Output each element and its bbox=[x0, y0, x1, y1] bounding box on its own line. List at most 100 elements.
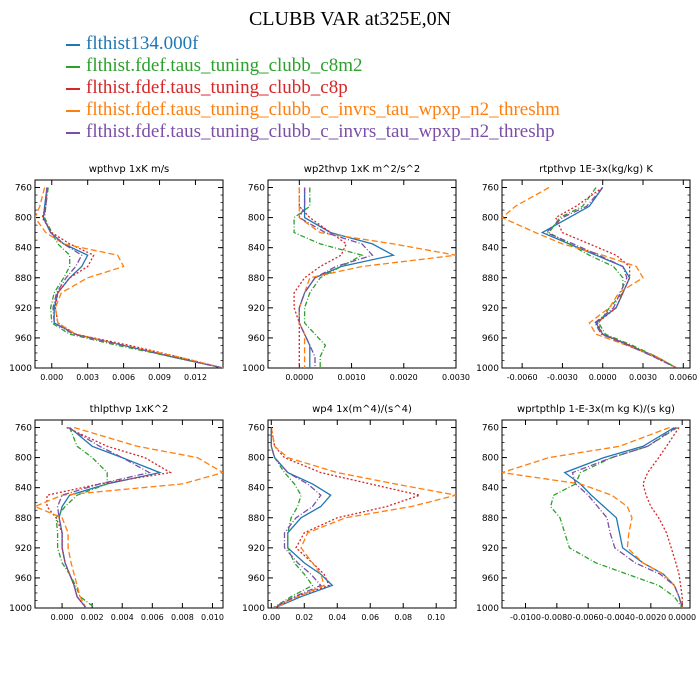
y-tick-label: 920 bbox=[15, 304, 32, 314]
series-line bbox=[298, 187, 396, 368]
x-tick-label: 0.003 bbox=[76, 373, 99, 382]
plot-frame bbox=[34, 179, 224, 369]
chart-panel: thlpthvp 1xK^2 760 800 840 880 920 960 1000 0.00… bbox=[9, 404, 224, 622]
y-tick-label: 760 bbox=[482, 424, 499, 434]
y-tick-label: 880 bbox=[482, 514, 499, 524]
series-line bbox=[642, 427, 683, 608]
x-tick-label: 0.009 bbox=[148, 373, 171, 382]
x-tick-label: 0.012 bbox=[184, 373, 207, 382]
x-tick-label: 0.006 bbox=[112, 373, 135, 382]
y-tick-label: 840 bbox=[15, 484, 32, 494]
panel-title: rtpthvp 1E-3x(kg/kg) K bbox=[539, 164, 653, 175]
legend-label: flthist.fdef.taus_tuning_clubb_c8p bbox=[86, 77, 348, 98]
x-tick-label: 0.002 bbox=[81, 613, 104, 622]
y-tick-label: 1000 bbox=[9, 364, 32, 374]
series-line bbox=[43, 187, 223, 368]
chart-panel: rtpthvp 1E-3x(kg/kg) K 760 800 840 880 920 960… bbox=[476, 164, 697, 382]
legend-swatch bbox=[66, 109, 80, 112]
x-tick-label: 0.0000 bbox=[589, 373, 617, 382]
plot-frame bbox=[501, 419, 691, 609]
x-tick-label: -0.0020 bbox=[635, 613, 666, 622]
legend-swatch bbox=[66, 65, 80, 68]
y-tick-label: 920 bbox=[482, 304, 499, 314]
x-tick-label: 0.004 bbox=[111, 613, 134, 622]
series-line bbox=[270, 427, 322, 608]
chart-panel: wpthvp 1xK m/s 760 800 840 880 920 960 1000 0.00… bbox=[9, 164, 224, 382]
y-tick-label: 840 bbox=[248, 484, 265, 494]
legend-label: flthist.fdef.taus_tuning_clubb_c8m2 bbox=[86, 55, 363, 76]
legend-item: flthist.fdef.taus_tuning_clubb_c_invrs_t… bbox=[66, 121, 560, 143]
y-tick-label: 880 bbox=[15, 274, 32, 284]
plot-frame bbox=[501, 179, 691, 369]
series-line bbox=[56, 426, 152, 608]
x-tick-label: -0.0100 bbox=[510, 613, 541, 622]
y-tick-label: 840 bbox=[482, 484, 499, 494]
x-tick-label: 0.010 bbox=[201, 613, 224, 622]
x-tick-label: 0.008 bbox=[171, 613, 194, 622]
legend: flthist134.000f flthist.fdef.taus_tuning… bbox=[66, 33, 560, 143]
series-line bbox=[502, 186, 677, 368]
x-tick-label: 0.0060 bbox=[669, 373, 697, 382]
y-tick-label: 800 bbox=[482, 214, 499, 224]
legend-swatch bbox=[66, 87, 80, 90]
series-line bbox=[55, 427, 108, 608]
x-tick-label: -0.0080 bbox=[541, 613, 572, 622]
x-tick-label: 0.0030 bbox=[442, 373, 470, 382]
y-tick-label: 880 bbox=[248, 274, 265, 284]
figure-title: CLUBB VAR at325E,0N bbox=[248, 8, 452, 30]
y-tick-label: 800 bbox=[15, 214, 32, 224]
y-tick-label: 1000 bbox=[242, 364, 265, 374]
y-tick-label: 1000 bbox=[476, 604, 499, 614]
chart-panel: wprtpthlp 1-E-3x(m kg K)/(s kg) 760 800 840… bbox=[476, 404, 696, 622]
y-tick-label: 960 bbox=[248, 574, 265, 584]
legend-swatch bbox=[66, 43, 80, 46]
x-tick-label: 0.000 bbox=[40, 373, 63, 382]
x-tick-label: -0.0030 bbox=[547, 373, 578, 382]
y-tick-label: 760 bbox=[15, 424, 32, 434]
x-tick-label: 0.006 bbox=[141, 613, 164, 622]
panel-title: wpthvp 1xK m/s bbox=[89, 164, 170, 175]
chart-panel: wp2thvp 1xK m^2/s^2 760 800 840 880 920 960 100… bbox=[242, 164, 470, 382]
y-tick-label: 920 bbox=[248, 304, 265, 314]
series-line bbox=[270, 427, 423, 608]
series-line bbox=[298, 187, 374, 368]
series-line bbox=[563, 426, 683, 608]
x-tick-label: 0.06 bbox=[361, 613, 379, 622]
series-line bbox=[270, 427, 456, 608]
y-tick-label: 1000 bbox=[476, 364, 499, 374]
y-tick-label: 960 bbox=[15, 334, 32, 344]
y-tick-label: 960 bbox=[482, 574, 499, 584]
panel-title: wp2thvp 1xK m^2/s^2 bbox=[304, 164, 420, 175]
series-line bbox=[549, 426, 683, 608]
y-tick-label: 760 bbox=[15, 184, 32, 194]
y-tick-label: 1000 bbox=[9, 604, 32, 614]
x-tick-label: -0.0060 bbox=[507, 373, 538, 382]
y-tick-label: 960 bbox=[15, 574, 32, 584]
y-tick-label: 1000 bbox=[242, 604, 265, 614]
x-tick-label: -0.0060 bbox=[573, 613, 604, 622]
y-tick-label: 800 bbox=[482, 454, 499, 464]
series-line bbox=[42, 187, 223, 368]
series-line bbox=[571, 426, 683, 608]
x-tick-label: 0.0030 bbox=[629, 373, 657, 382]
y-tick-label: 760 bbox=[248, 424, 265, 434]
y-tick-label: 760 bbox=[482, 184, 499, 194]
x-tick-label: 0.02 bbox=[295, 613, 313, 622]
y-tick-label: 800 bbox=[248, 454, 265, 464]
x-tick-label: 0.08 bbox=[394, 613, 412, 622]
y-tick-label: 840 bbox=[482, 244, 499, 254]
legend-label: flthist.fdef.taus_tuning_clubb_c_invrs_t… bbox=[86, 121, 555, 142]
x-tick-label: 0.0000 bbox=[668, 613, 696, 622]
y-tick-label: 960 bbox=[482, 334, 499, 344]
x-tick-label: -0.0040 bbox=[604, 613, 635, 622]
y-tick-label: 920 bbox=[482, 544, 499, 554]
series-line bbox=[58, 427, 163, 608]
plot-frame bbox=[267, 179, 457, 369]
series-line bbox=[545, 187, 677, 368]
panel-title: wp4 1x(m^4)/(s^4) bbox=[312, 404, 412, 415]
y-tick-label: 960 bbox=[248, 334, 265, 344]
panel-title: wprtpthlp 1-E-3x(m kg K)/(s kg) bbox=[517, 404, 675, 415]
x-tick-label: 0.000 bbox=[51, 613, 74, 622]
series-line bbox=[35, 426, 223, 608]
